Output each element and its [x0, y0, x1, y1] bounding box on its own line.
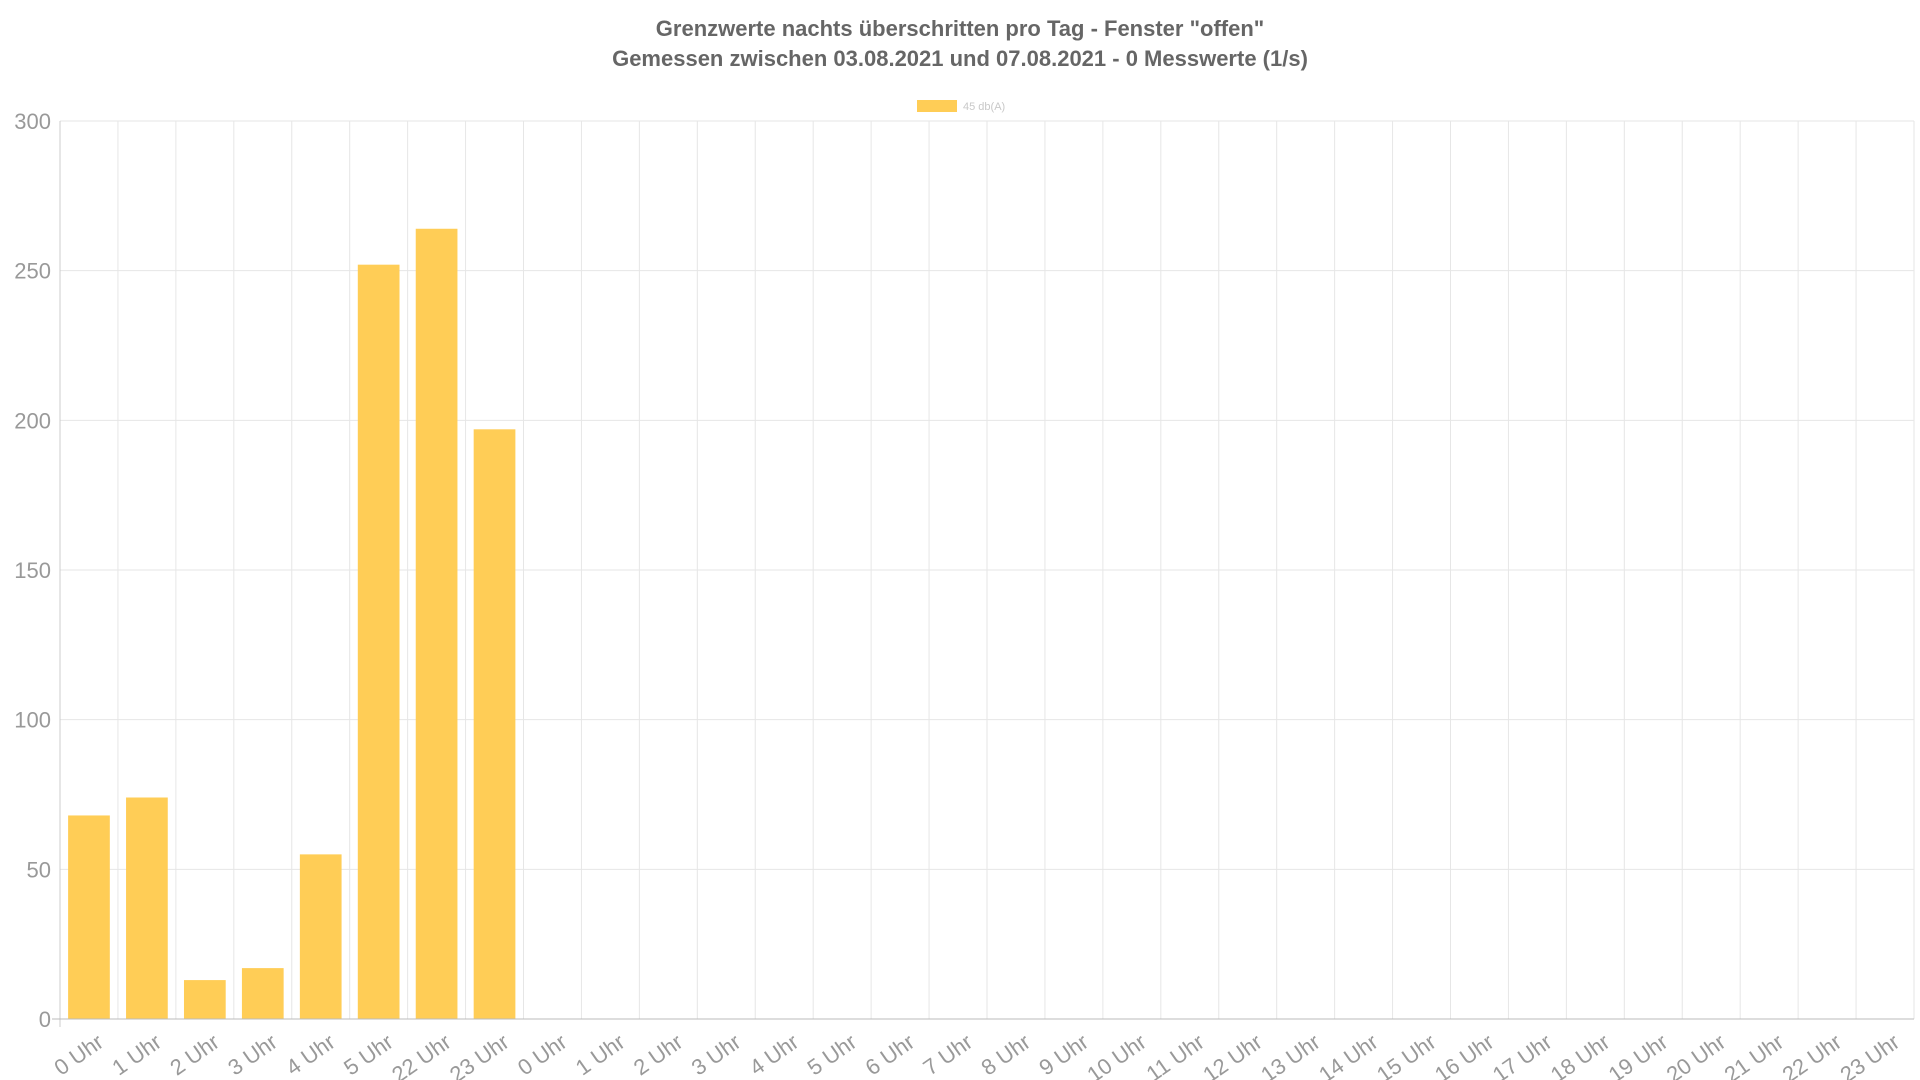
x-tick-label: 19 Uhr: [1604, 1029, 1672, 1080]
x-tick-label: 4 Uhr: [745, 1029, 803, 1080]
x-tick-label: 9 Uhr: [1034, 1029, 1092, 1080]
x-tick-label: 0 Uhr: [513, 1029, 571, 1080]
x-tick-label: 18 Uhr: [1546, 1029, 1614, 1080]
x-tick-label: 16 Uhr: [1430, 1029, 1498, 1080]
x-tick-label: 2 Uhr: [165, 1029, 223, 1080]
x-tick-label: 22 Uhr: [1778, 1029, 1846, 1080]
y-tick-label: 150: [14, 558, 51, 583]
bars: [68, 228, 516, 1019]
x-tick-label: 5 Uhr: [803, 1029, 861, 1080]
x-tick-label: 20 Uhr: [1662, 1029, 1730, 1080]
legend[interactable]: 45 db(A): [917, 100, 1005, 113]
x-tick-label: 6 Uhr: [861, 1029, 919, 1080]
bar[interactable]: [415, 228, 458, 1019]
x-tick-label: 23 Uhr: [1836, 1029, 1904, 1080]
x-tick-label: 14 Uhr: [1314, 1029, 1382, 1080]
x-tick-label: 0 Uhr: [50, 1029, 108, 1080]
x-tick-label: 3 Uhr: [687, 1029, 745, 1080]
chart-subtitle: Gemessen zwischen 03.08.2021 und 07.08.2…: [612, 46, 1308, 71]
x-tick-label: 15 Uhr: [1372, 1029, 1440, 1080]
bar[interactable]: [68, 815, 110, 1019]
bar[interactable]: [357, 264, 400, 1019]
legend-label: 45 db(A): [963, 101, 1005, 113]
y-tick-label: 300: [14, 109, 51, 134]
y-tick-label: 100: [14, 708, 51, 733]
x-tick-label: 7 Uhr: [919, 1029, 977, 1080]
x-tick-label: 8 Uhr: [977, 1029, 1035, 1080]
bar[interactable]: [183, 980, 226, 1019]
y-tick-label: 250: [14, 259, 51, 284]
y-tick-label: 0: [39, 1007, 51, 1032]
bar[interactable]: [299, 854, 342, 1019]
x-tick-label: 22 Uhr: [387, 1029, 455, 1080]
chart-title: Grenzwerte nachts überschritten pro Tag …: [655, 16, 1265, 41]
bar[interactable]: [241, 968, 284, 1019]
x-tick-label: 2 Uhr: [629, 1029, 687, 1080]
legend-swatch: [917, 100, 957, 112]
x-tick-label: 1 Uhr: [571, 1029, 629, 1080]
x-tick-label: 4 Uhr: [281, 1029, 339, 1080]
x-tick-label: 23 Uhr: [445, 1029, 513, 1080]
x-tick-label: 3 Uhr: [223, 1029, 281, 1080]
x-tick-label: 11 Uhr: [1142, 1029, 1209, 1080]
x-tick-label: 1 Uhr: [107, 1029, 165, 1080]
x-tick-label: 10 Uhr: [1082, 1029, 1150, 1080]
x-tick-label: 21 Uhr: [1720, 1029, 1788, 1080]
bar[interactable]: [473, 429, 516, 1019]
x-tick-label: 13 Uhr: [1256, 1029, 1324, 1080]
x-tick-label: 5 Uhr: [339, 1029, 397, 1080]
x-tick-label: 17 Uhr: [1488, 1029, 1556, 1080]
x-tick-label: 12 Uhr: [1198, 1029, 1266, 1080]
y-tick-label: 50: [27, 857, 51, 882]
y-tick-label: 200: [14, 408, 51, 433]
bar[interactable]: [126, 797, 168, 1019]
